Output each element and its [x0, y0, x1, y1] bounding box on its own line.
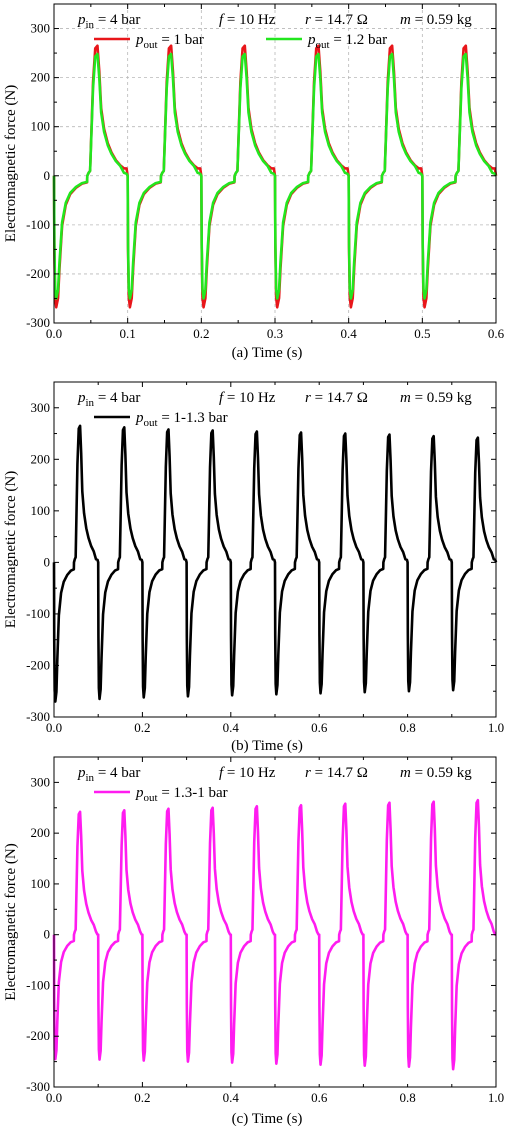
y-tick-label: 0 — [44, 927, 51, 942]
x-axis-caption: (a) Time (s) — [232, 345, 303, 361]
x-tick-label: 0.4 — [341, 326, 358, 341]
y-tick-label: 100 — [31, 503, 51, 518]
param-annotation-m: m = 0.59 kg — [400, 765, 472, 781]
panel-label: (a) — [232, 345, 249, 361]
x-tick-label: 1.0 — [488, 720, 504, 735]
panel-label: (c) — [232, 1111, 249, 1127]
param-annotation-pin: pin = 4 bar — [77, 12, 140, 31]
legend-label: pout = 1.2 bar — [307, 32, 387, 51]
series-line-1 — [52, 424, 498, 703]
x-tick-label: 0.2 — [134, 720, 150, 735]
series-line-1 — [52, 798, 497, 1071]
x-tick-label: 0.0 — [46, 1090, 62, 1105]
y-tick-label: 300 — [31, 774, 51, 789]
x-tick-label: 0.6 — [311, 720, 328, 735]
y-tick-label: -300 — [26, 1079, 50, 1094]
series-line-2 — [52, 52, 498, 300]
y-tick-label: -100 — [26, 606, 50, 621]
param-annotation-f: f = 10 Hz — [219, 390, 276, 406]
x-tick-label: 0.6 — [311, 1090, 328, 1105]
y-axis-title: Electromagnetic force (N) — [3, 471, 19, 628]
chart-panel-1: 0.0 0.1 0.2 0.3 0.4 0.5 0.6 -300 -200 -100 0 100 200… — [3, 3, 505, 361]
y-tick-label: -300 — [26, 709, 50, 724]
param-annotation-r: r = 14.7 Ω — [305, 390, 368, 406]
chart-panel-2: 0.0 0.2 0.4 0.6 0.8 1.0 -300 -200 -100 0 100 200 300… — [3, 381, 504, 754]
y-tick-label: -200 — [26, 1028, 50, 1043]
y-tick-label: 200 — [31, 825, 51, 840]
y-tick-label: 200 — [31, 451, 51, 466]
x-tick-label: 0.6 — [488, 326, 505, 341]
y-tick-label: 200 — [31, 70, 51, 85]
param-annotation-f: f = 10 Hz — [219, 12, 276, 28]
param-annotation-pin: pin = 4 bar — [77, 390, 140, 409]
x-tick-label: 0.3 — [267, 326, 283, 341]
y-tick-label: -200 — [26, 657, 50, 672]
x-tick-label: 0.8 — [399, 720, 415, 735]
param-annotation-f: f = 10 Hz — [219, 765, 276, 781]
y-tick-label: 300 — [31, 400, 51, 415]
param-annotation-r: r = 14.7 Ω — [305, 12, 368, 28]
chart-panel-3: 0.0 0.2 0.4 0.6 0.8 1.0 -300 -200 -100 0 100 200 300… — [3, 756, 504, 1127]
y-tick-label: 0 — [44, 168, 51, 183]
y-tick-label: 100 — [31, 876, 51, 891]
param-annotation-m: m = 0.59 kg — [400, 12, 472, 28]
x-tick-label: 0.0 — [46, 720, 62, 735]
x-axis-caption: (c) Time (s) — [232, 1111, 303, 1127]
param-annotation-r: r = 14.7 Ω — [305, 765, 368, 781]
y-tick-label: 0 — [44, 554, 51, 569]
y-axis-title: Electromagnetic force (N) — [3, 843, 19, 1000]
y-tick-label: -200 — [26, 266, 50, 281]
y-axis-title: Electromagnetic force (N) — [3, 85, 19, 242]
x-axis-title: Time (s) — [252, 1111, 303, 1127]
x-tick-label: 0.4 — [223, 1090, 240, 1105]
x-tick-label: 0.0 — [46, 326, 62, 341]
x-tick-label: 1.0 — [488, 1090, 504, 1105]
x-tick-label: 0.1 — [120, 326, 136, 341]
x-axis-title: Time (s) — [252, 738, 303, 754]
y-tick-label: 300 — [31, 21, 51, 36]
x-tick-label: 0.4 — [223, 720, 240, 735]
x-tick-label: 0.2 — [134, 1090, 150, 1105]
legend-item-2: pout = 1.2 bar — [266, 32, 387, 51]
legend-label: pout = 1-1.3 bar — [135, 410, 228, 429]
param-annotation-pin: pin = 4 bar — [77, 765, 140, 784]
x-tick-label: 0.2 — [193, 326, 209, 341]
x-tick-label: 0.8 — [399, 1090, 415, 1105]
legend-item-1: pout = 1-1.3 bar — [94, 410, 228, 429]
y-tick-label: -300 — [26, 315, 50, 330]
legend-item-1: pout = 1.3-1 bar — [94, 785, 228, 804]
legend-label: pout = 1 bar — [135, 32, 204, 51]
y-tick-label: 100 — [31, 119, 51, 134]
param-annotation-m: m = 0.59 kg — [400, 390, 472, 406]
panel-label: (b) — [231, 738, 249, 754]
legend-label: pout = 1.3-1 bar — [135, 785, 228, 804]
y-tick-label: -100 — [26, 217, 50, 232]
y-tick-label: -100 — [26, 977, 50, 992]
x-axis-caption: (b) Time (s) — [231, 738, 303, 754]
legend-item-1: pout = 1 bar — [94, 32, 204, 51]
x-tick-label: 0.5 — [414, 326, 430, 341]
x-axis-title: Time (s) — [252, 345, 303, 361]
